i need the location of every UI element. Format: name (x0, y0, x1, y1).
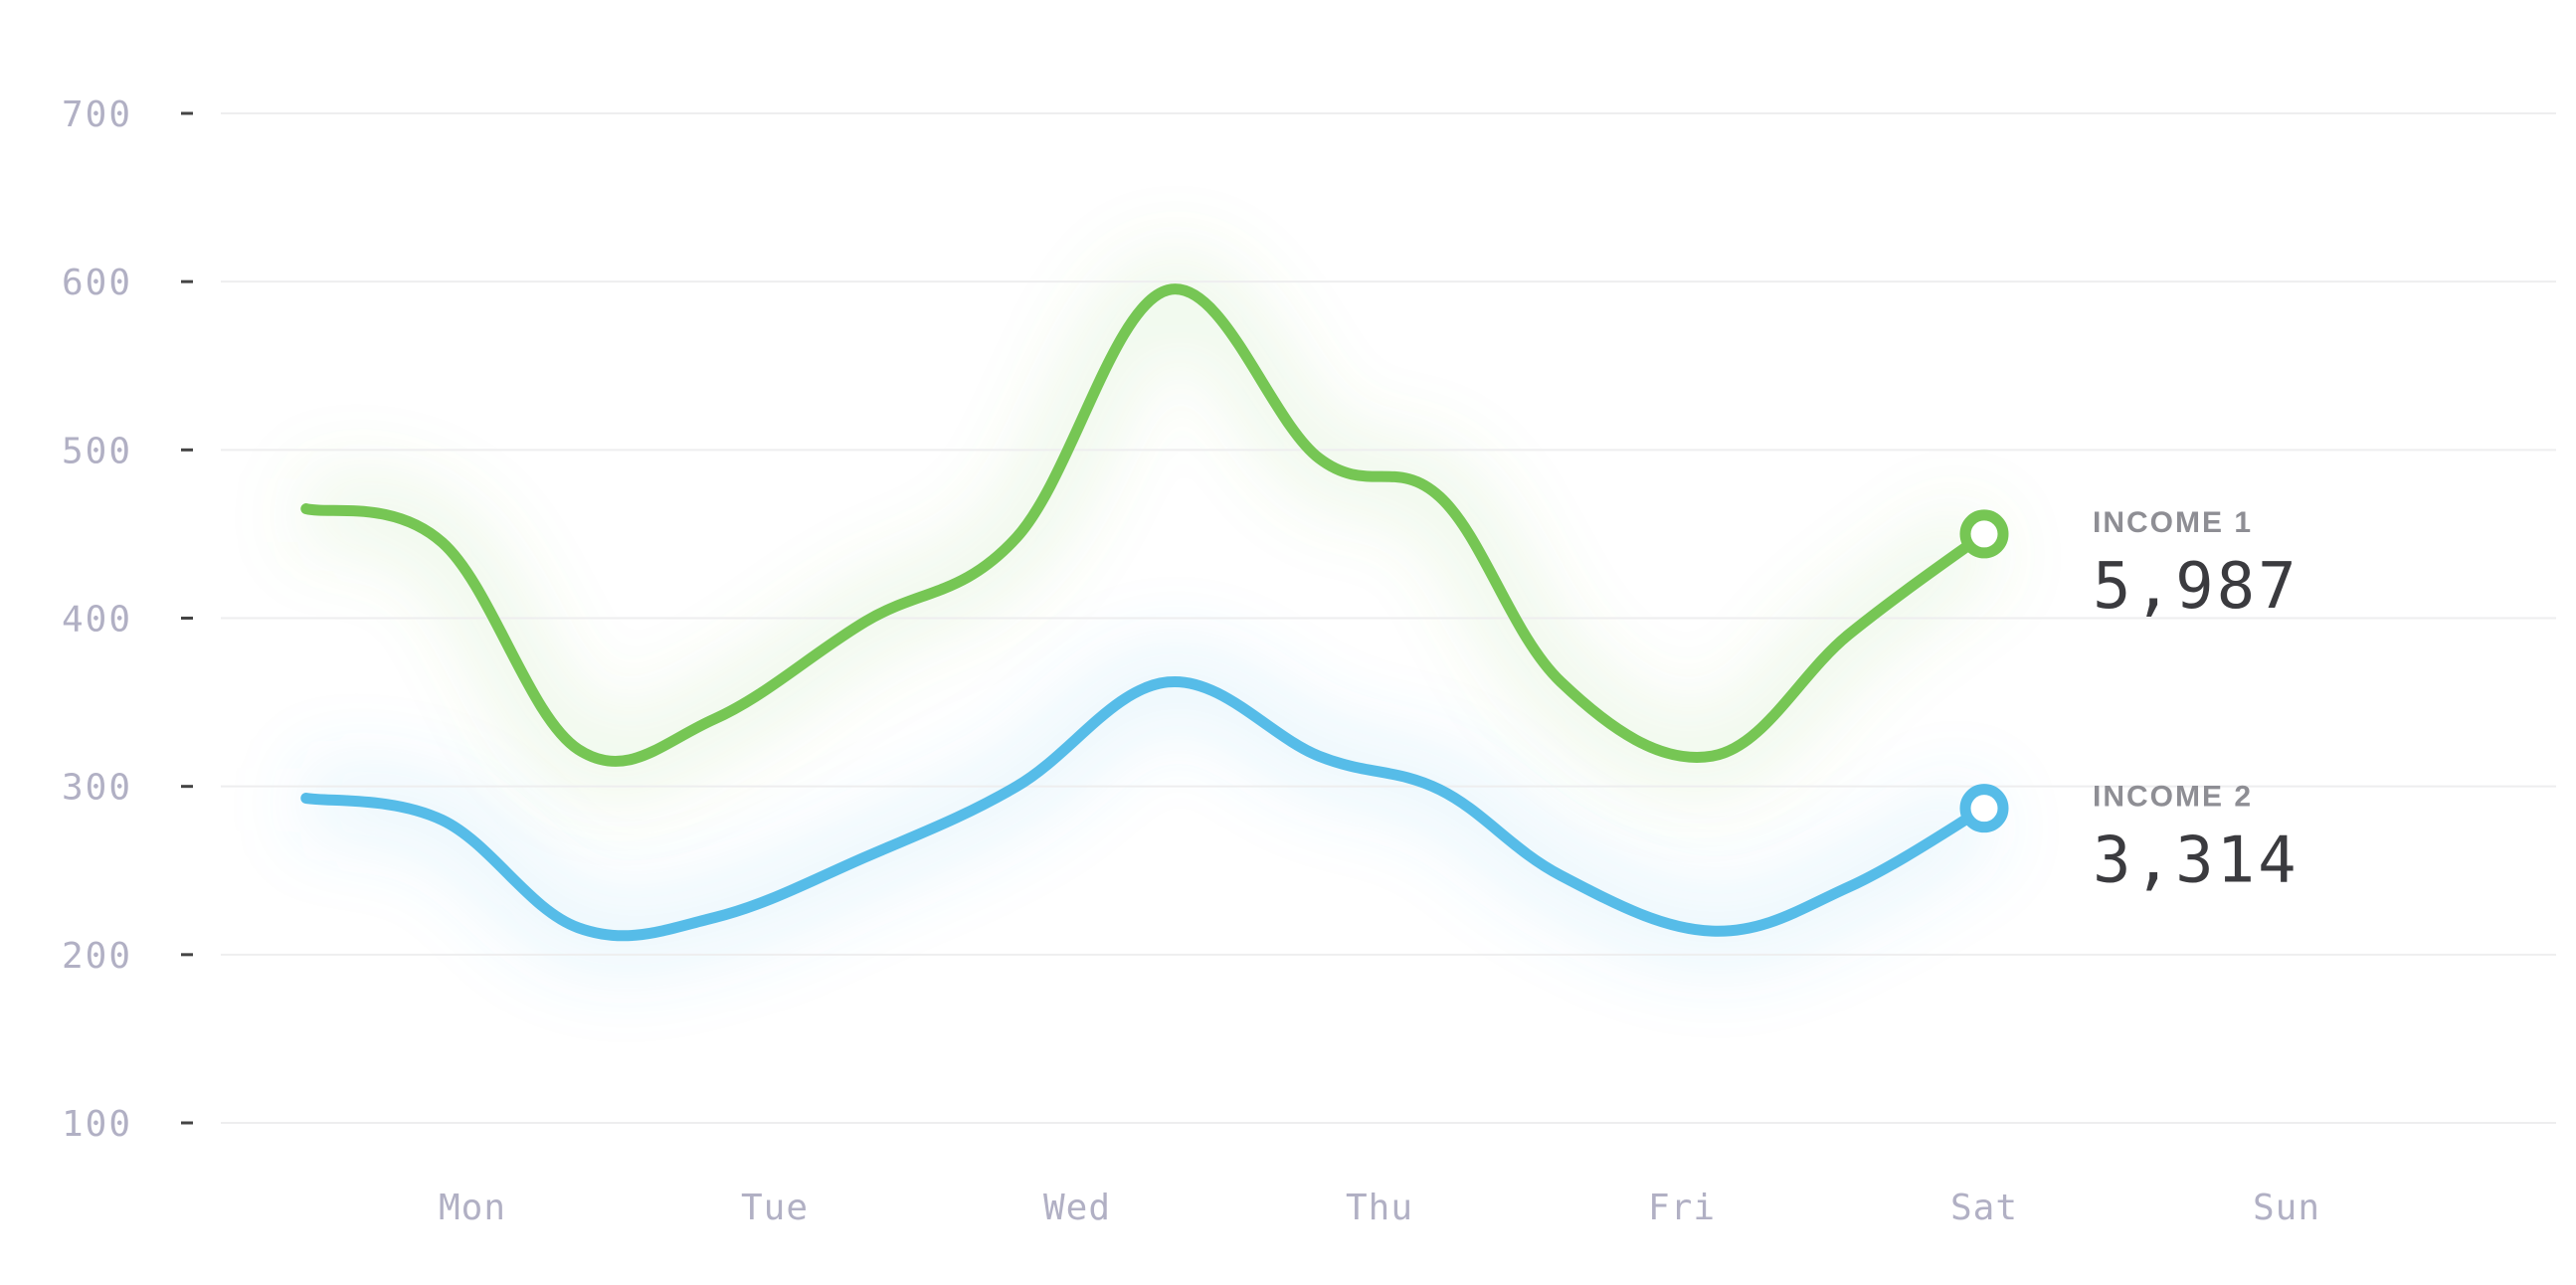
legend-series-total: 5,987 (2093, 550, 2300, 624)
series-line (300, 676, 1990, 942)
x-tick-label: Thu (1346, 1188, 1413, 1228)
y-tick-label: 600 (62, 263, 132, 303)
y-tick-label: 300 (62, 768, 132, 809)
y-tick-label: 700 (62, 94, 132, 135)
series-layer (300, 283, 2009, 942)
y-axis: 700 600 500 400 300 200 100 (62, 94, 193, 1145)
legend-series-name: INCOME 2 (2093, 781, 2253, 814)
series-line (300, 283, 1990, 767)
y-tick-label: 100 (62, 1104, 132, 1145)
x-tick-label: Tue (741, 1188, 809, 1228)
x-tick-label: Mon (439, 1188, 506, 1228)
legend-series-total: 3,314 (2093, 825, 2300, 898)
x-tick-label: Sat (1950, 1188, 2018, 1228)
x-tick-label: Sun (2253, 1188, 2320, 1228)
series-glow-layer (297, 254, 2005, 971)
series-end-marker (1959, 784, 2009, 833)
y-tick-label: 400 (62, 600, 132, 641)
grid-layer (221, 112, 2556, 1124)
x-tick-label: Wed (1043, 1188, 1111, 1228)
x-tick-label: Fri (1648, 1188, 1716, 1228)
y-tick-label: 200 (62, 936, 132, 977)
y-tick-label: 500 (62, 431, 132, 471)
legend: INCOME 1 5,987 INCOME 2 3,314 (2093, 506, 2300, 898)
legend-series-name: INCOME 1 (2093, 506, 2253, 539)
series-end-marker (1959, 509, 2009, 559)
x-axis: Mon Tue Wed Thu Fri Sat Sun (439, 1188, 2320, 1228)
